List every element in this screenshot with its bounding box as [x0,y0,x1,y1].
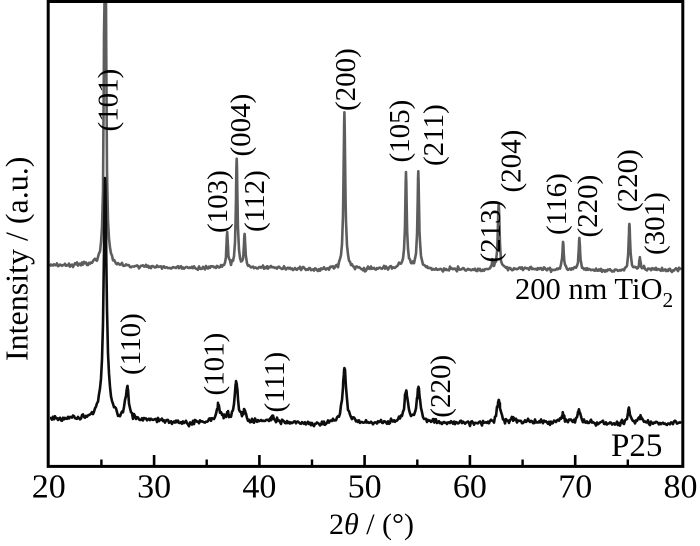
svg-text:30: 30 [137,469,171,506]
svg-text:(116): (116) [541,173,573,235]
svg-text:2θ / (°): 2θ / (°) [329,508,414,541]
svg-text:(111): (111) [259,352,291,413]
svg-text:(211): (211) [418,104,450,166]
svg-text:50: 50 [348,469,382,506]
svg-text:(301): (301) [639,192,671,255]
svg-text:Intensity / (a.u.): Intensity / (a.u.) [0,157,35,361]
svg-text:(200): (200) [330,48,362,111]
svg-text:40: 40 [242,469,276,506]
svg-text:(101): (101) [92,69,124,132]
svg-text:80: 80 [664,469,698,506]
svg-text:(110): (110) [115,313,147,375]
svg-text:200 nm TiO2: 200 nm TiO2 [515,272,673,312]
svg-text:(105): (105) [384,100,416,163]
svg-text:70: 70 [558,469,592,506]
svg-text:P25: P25 [611,428,662,464]
svg-text:(220): (220) [572,175,604,238]
svg-text:(112): (112) [239,170,271,232]
svg-text:(213): (213) [475,200,507,263]
svg-text:(204): (204) [495,130,527,193]
svg-text:(220): (220) [612,149,644,212]
svg-text:20: 20 [32,469,66,506]
svg-text:(004): (004) [225,94,257,157]
svg-text:(220): (220) [425,355,457,418]
svg-text:(103): (103) [202,170,234,233]
svg-text:60: 60 [453,469,487,506]
svg-text:(101): (101) [198,333,230,396]
